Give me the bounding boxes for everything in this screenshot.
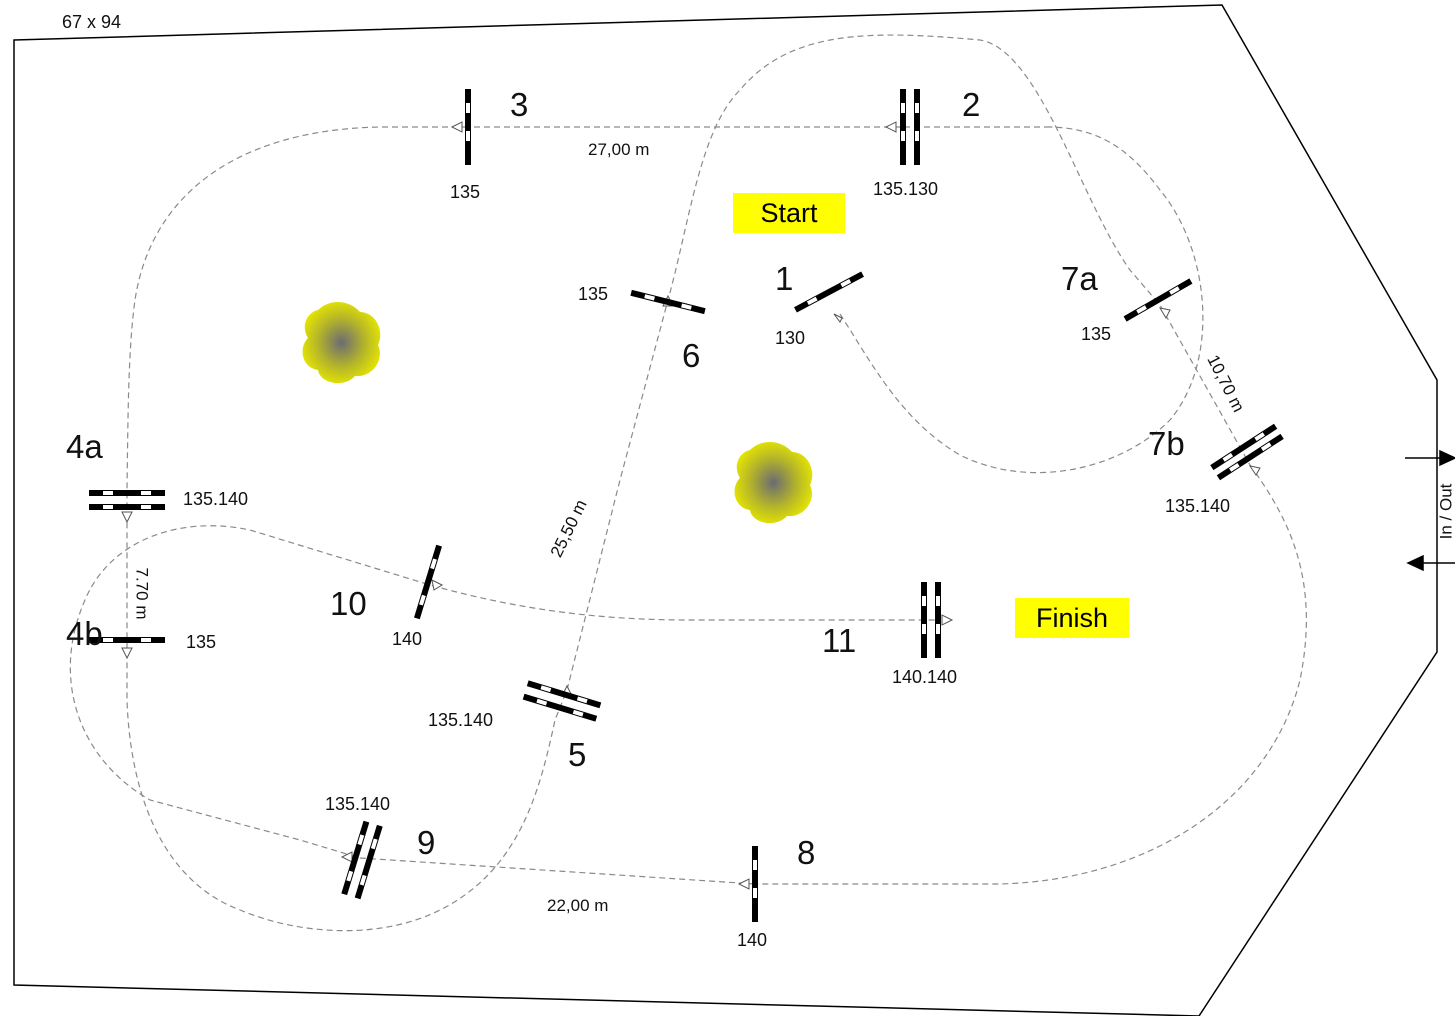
obstacle-2-number: 2 [962, 86, 981, 123]
tree-right [734, 441, 813, 524]
obstacle-10-height: 140 [392, 629, 423, 649]
obstacle-7b-height: 135.140 [1165, 496, 1231, 516]
obstacle-11-number: 11 [822, 622, 857, 659]
obstacle-7b [1210, 423, 1284, 481]
obstacle-4a [89, 490, 165, 510]
obstacle-11-height: 140.140 [892, 667, 958, 687]
obstacle-1 [794, 271, 864, 313]
obstacle-6-height: 135 [578, 284, 609, 304]
obstacle-4a-height: 135.140 [183, 489, 249, 509]
obstacle-3-height: 135 [450, 182, 481, 202]
obstacle-7b-number: 7b [1148, 425, 1185, 462]
obstacle-3-number: 3 [510, 86, 529, 123]
obstacle-2 [900, 89, 920, 165]
obstacle-5-number: 5 [568, 736, 587, 773]
distance-9-8: 22,00 m [547, 896, 609, 915]
obstacle-4a-number: 4a [66, 428, 103, 465]
obstacle-2-height: 135.130 [873, 179, 939, 199]
gate-arrows [1405, 449, 1455, 572]
obstacle-5 [522, 680, 602, 722]
start-marker: Start [733, 193, 845, 233]
obstacle-9 [341, 820, 383, 900]
obstacle-4b-height: 135 [186, 632, 217, 652]
gate-label: In / Out [1436, 483, 1455, 540]
course-route [69, 34, 1307, 932]
obstacle-8-number: 8 [797, 834, 816, 871]
obstacle-5-height: 135.140 [428, 710, 494, 730]
obstacle-1-number: 1 [775, 260, 794, 297]
distance-3-2: 27,00 m [588, 140, 650, 159]
distance-4a-4b: 7.70 m [132, 567, 152, 620]
obstacle-1-height: 130 [775, 328, 806, 348]
arena-size-label: 67 x 94 [62, 12, 122, 32]
obstacle-9-number: 9 [417, 824, 436, 861]
obstacle-7a-number: 7a [1061, 260, 1098, 297]
obstacle-9-height: 135.140 [325, 794, 391, 814]
obstacle-7a-height: 135 [1081, 324, 1112, 344]
obstacle-10-number: 10 [330, 585, 367, 622]
tree-left [302, 301, 381, 384]
finish-marker: Finish [1015, 598, 1129, 638]
obstacle-4b-number: 4b [66, 615, 103, 652]
obstacle-8 [752, 846, 758, 922]
obstacle-6 [630, 289, 706, 315]
obstacle-10 [414, 544, 442, 620]
arena-border [13, 4, 1438, 1016]
obstacle-3 [465, 89, 471, 165]
obstacle-8-height: 140 [737, 930, 768, 950]
obstacle-4b [89, 637, 165, 643]
obstacle-6-number: 6 [682, 337, 701, 374]
obstacle-11 [921, 582, 941, 658]
obstacle-7a [1123, 278, 1193, 322]
